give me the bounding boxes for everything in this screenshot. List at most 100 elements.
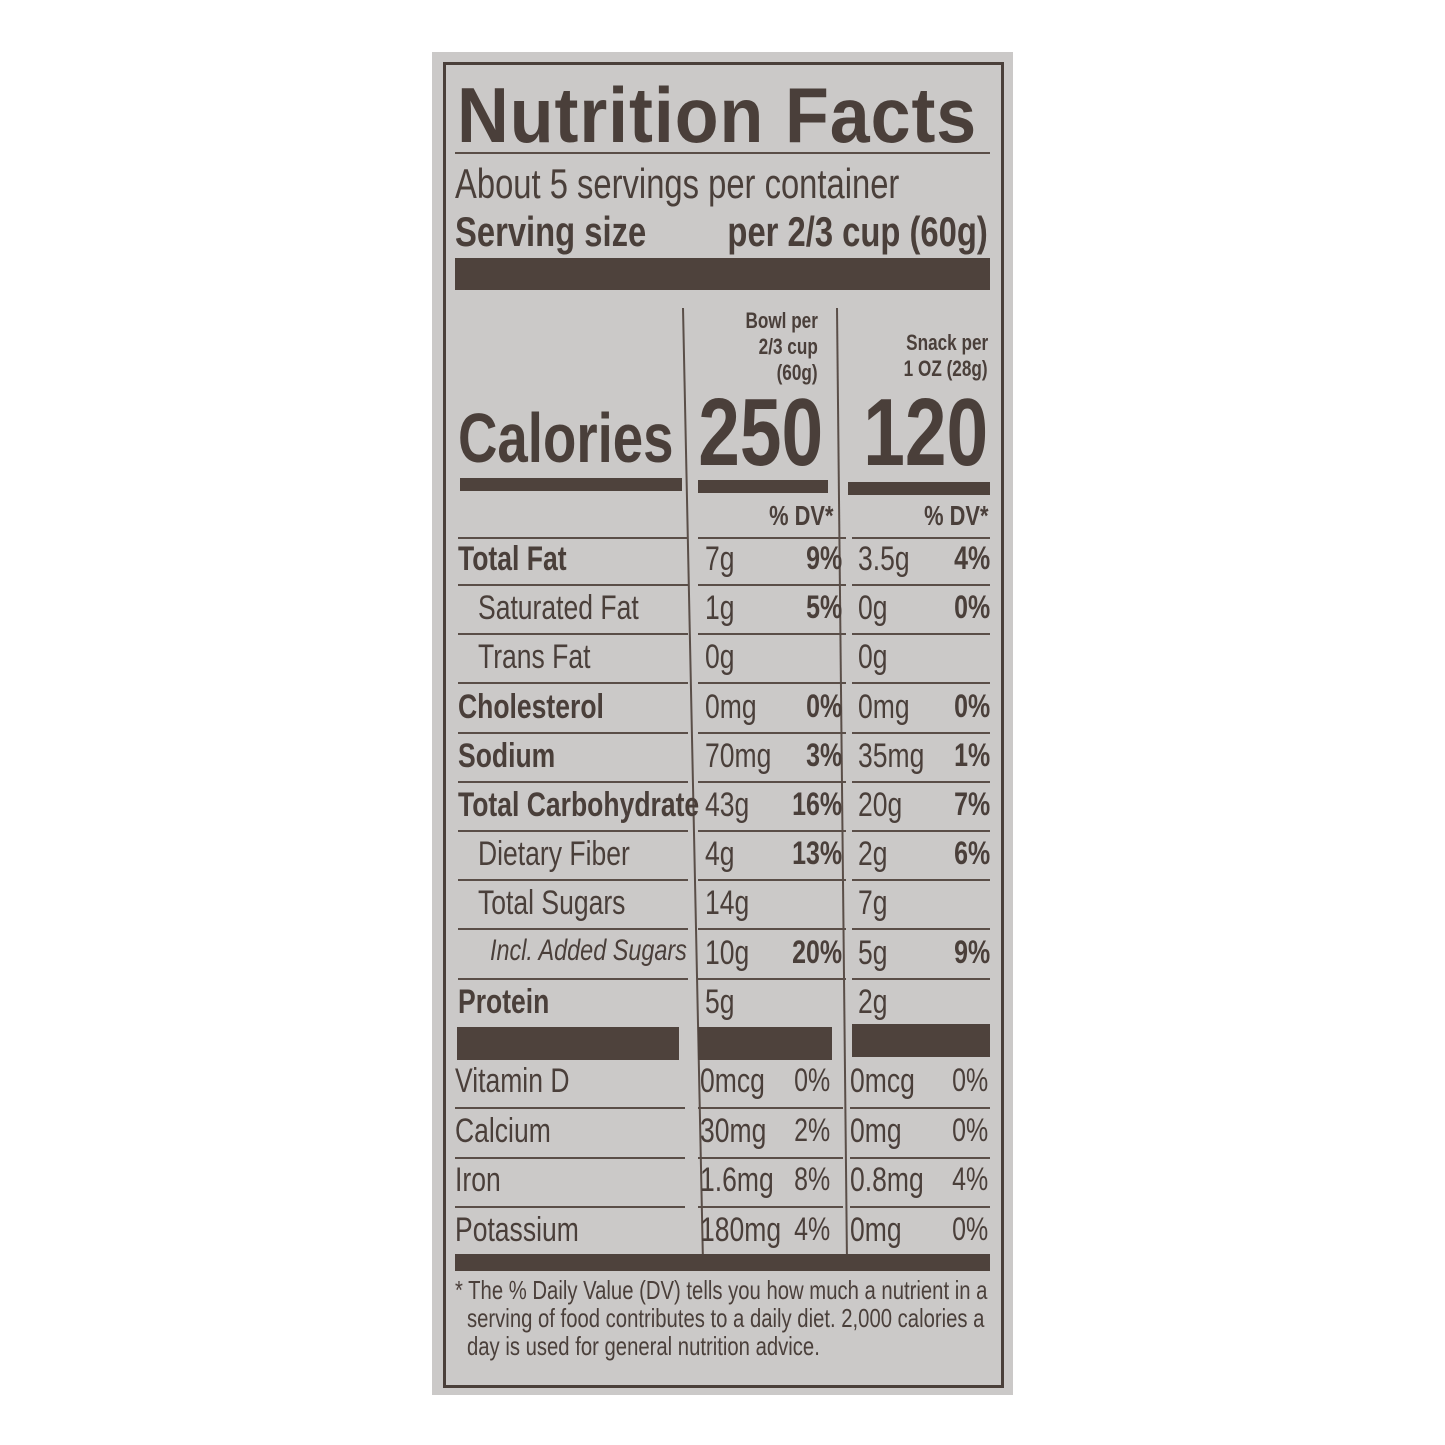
nutrient-name-text: Cholesterol	[458, 687, 604, 726]
col1-header-line: (60g)	[777, 360, 818, 385]
serving-size-value: per 2/3 cup (60g)	[654, 208, 988, 256]
col1-dv-text: 8%	[793, 1161, 830, 1197]
col2-amount: 7g	[858, 884, 896, 923]
row-divider	[698, 879, 846, 882]
col2-dv: 0%	[944, 589, 990, 626]
col1-header-line: 2/3 cup	[758, 334, 818, 359]
col2-dv-text: 0%	[951, 1210, 988, 1247]
row-divider	[698, 1107, 843, 1109]
col1-amount: 5g	[705, 983, 743, 1022]
col1-amount-text: 0mcg	[700, 1062, 765, 1100]
serving-size-text: Serving size	[455, 208, 647, 255]
nutrient-name: Protein	[458, 983, 575, 1022]
col1-dv-text: 13%	[792, 835, 842, 872]
col2-amount-text: 0g	[858, 589, 888, 628]
col1-dv: 5%	[796, 589, 842, 626]
vitamin-bar-3	[852, 1024, 990, 1057]
col2-amount-text: 3.5g	[858, 540, 910, 578]
col2-dv: 9%	[944, 934, 990, 971]
nutrient-name: Cholesterol	[458, 688, 645, 727]
col2-dv: 7%	[944, 786, 990, 823]
col2-amount: 5g	[858, 934, 896, 973]
col1-amount: 0mg	[705, 688, 771, 727]
nutrient-name: Sodium	[458, 737, 583, 776]
col2-amount-text: 0mg	[858, 687, 910, 726]
col2-dv-text: 7%	[953, 786, 990, 822]
col1-dv: 4%	[784, 1211, 830, 1248]
servings-text: About 5 servings per container	[455, 160, 900, 207]
col2-dv: 0%	[942, 1062, 988, 1099]
col1-amount: 30mg	[700, 1112, 785, 1151]
row-divider	[852, 633, 990, 636]
row-divider	[698, 1156, 843, 1159]
row-divider	[850, 1107, 990, 1109]
calories-bar-1	[460, 478, 682, 491]
row-divider	[698, 537, 846, 539]
vitamin-name: Potassium	[455, 1211, 614, 1250]
footnote-line: * The % Daily Value (DV) tells you how m…	[455, 1275, 988, 1305]
calories-col2-value: 120	[863, 379, 988, 486]
column-1-header: Bowl per 2/3 cup (60g)	[725, 308, 818, 386]
col2-dv-text: 9%	[953, 933, 990, 970]
col2-amount-text: 0mg	[850, 1111, 902, 1150]
col1-amount-text: 1g	[705, 589, 735, 628]
col2-dv: 0%	[942, 1211, 988, 1248]
row-divider	[698, 731, 846, 734]
calories-col2: 120	[828, 378, 988, 488]
col1-amount: 7g	[705, 540, 743, 579]
row-divider	[852, 682, 990, 685]
col2-amount: 0g	[858, 589, 896, 628]
col1-dv-text: 9%	[805, 540, 842, 576]
vitamin-name: Vitamin D	[455, 1062, 602, 1101]
col2-amount: 2g	[858, 983, 896, 1022]
col1-dv: 8%	[784, 1161, 830, 1198]
title-text: Nutrition Facts	[457, 71, 978, 159]
col1-amount: 10g	[705, 934, 762, 973]
col2-amount: 2g	[858, 835, 896, 874]
nutrient-name: Trans Fat	[478, 638, 622, 677]
vitamin-name-text: Vitamin D	[455, 1062, 570, 1100]
row-divider	[698, 584, 846, 586]
col2-dv-text: 0%	[953, 589, 990, 626]
vitamin-name: Calcium	[455, 1112, 578, 1151]
row-divider	[698, 682, 846, 685]
row-divider	[698, 780, 846, 783]
nutrient-name: Total Fat	[458, 540, 597, 579]
col2-amount-text: 35mg	[858, 736, 925, 775]
dv-header-text: % DV*	[923, 500, 988, 531]
row-divider	[852, 830, 990, 832]
col1-dv: 9%	[796, 540, 842, 577]
serving-size-value-text: per 2/3 cup (60g)	[727, 208, 988, 255]
dv-header-col2: % DV*	[906, 500, 988, 532]
col1-amount-text: 4g	[705, 835, 735, 874]
col2-amount-text: 0mg	[850, 1210, 902, 1249]
col1-amount-text: 0g	[705, 638, 735, 677]
col1-amount-text: 1.6mg	[700, 1161, 774, 1199]
col2-amount: 0mcg	[850, 1062, 933, 1101]
col2-amount: 0.8mg	[850, 1161, 945, 1200]
servings-per-container: About 5 servings per container	[455, 160, 1025, 208]
col1-dv-text: 3%	[805, 736, 842, 773]
col1-dv: 0%	[796, 688, 842, 725]
footer-bar	[455, 1254, 990, 1271]
col1-dv: 16%	[778, 786, 842, 823]
col1-amount: 180mg	[700, 1211, 804, 1250]
col2-amount-text: 7g	[858, 884, 888, 923]
vitamin-name-text: Potassium	[455, 1210, 579, 1249]
footnote-line: serving of food contributes to a daily d…	[467, 1303, 985, 1333]
footnote: * The % Daily Value (DV) tells you how m…	[455, 1276, 1138, 1360]
col2-amount-text: 0mcg	[850, 1062, 915, 1100]
row-divider	[852, 537, 990, 539]
row-divider	[698, 928, 846, 931]
row-divider	[458, 584, 688, 586]
calories-bar-2	[698, 480, 828, 493]
calories-col1-value: 250	[698, 379, 823, 486]
col2-amount-text: 0.8mg	[850, 1161, 924, 1199]
col1-header-line: Bowl per	[745, 308, 818, 333]
col1-amount-text: 30mg	[700, 1111, 767, 1150]
col2-amount: 20g	[858, 786, 915, 825]
col2-header-line: Snack per	[905, 330, 988, 355]
col2-dv: 4%	[942, 1161, 988, 1198]
label-title: Nutrition Facts	[457, 70, 1022, 161]
col1-amount: 70mg	[705, 737, 790, 776]
